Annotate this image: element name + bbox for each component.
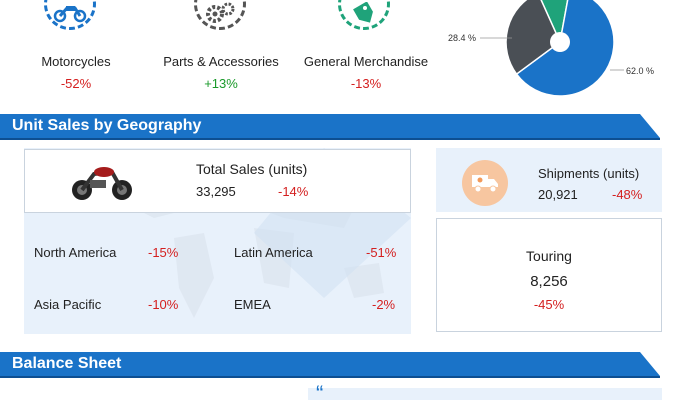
balance-banner-shadow <box>0 376 660 378</box>
quote-mark: “ <box>316 381 324 400</box>
motorcycle-photo-icon <box>72 167 132 200</box>
segment-change-motorcycles: -52% <box>60 76 92 91</box>
touring-change: -45% <box>533 297 565 312</box>
region-change-latin-america: -51% <box>366 245 397 260</box>
quote-panel <box>308 388 662 400</box>
segment-change-parts: +13% <box>204 76 238 91</box>
touring-value: 8,256 <box>530 273 568 290</box>
region-change-asia-pacific: -10% <box>148 297 179 312</box>
delivery-truck-icon <box>472 175 498 193</box>
pie-label-left: 28.4 % <box>448 33 476 43</box>
shipments-label: Shipments (units) <box>538 166 640 181</box>
pie-label-right: 62.0 % <box>626 66 654 76</box>
segment-pie-chart: 28.4 % 62.0 % <box>448 0 654 97</box>
price-tag-icon <box>353 2 373 23</box>
balance-banner: Balance Sheet <box>0 352 660 376</box>
gears-icon <box>206 2 235 23</box>
region-name-emea: EMEA <box>234 297 271 312</box>
geography-banner-shadow <box>0 138 660 140</box>
shipments-change: -48% <box>612 187 643 202</box>
motorcycle-icon <box>53 6 87 23</box>
gears-icon-circle <box>194 0 246 30</box>
total-sales-value: 33,295 <box>196 184 236 199</box>
region-name-latin-america: Latin America <box>234 245 313 260</box>
region-change-emea: -2% <box>372 297 396 312</box>
balance-title: Balance Sheet <box>12 355 122 372</box>
region-name-north-america: North America <box>34 245 117 260</box>
region-change-north-america: -15% <box>148 245 179 260</box>
segment-label-merchandise: General Merchandise <box>303 54 429 69</box>
touring-box <box>436 218 662 332</box>
segment-change-merchandise: -13% <box>350 76 382 91</box>
pie-slice-2 <box>540 0 569 45</box>
motorcycle-icon-circle <box>44 0 96 30</box>
shipments-value: 20,921 <box>538 187 578 202</box>
touring-label: Touring <box>526 248 572 264</box>
geography-title: Unit Sales by Geography <box>12 117 202 134</box>
total-sales-label: Total Sales (units) <box>196 161 308 177</box>
total-sales-change: -14% <box>278 184 309 199</box>
pie-slice-1 <box>505 0 561 76</box>
segment-label-parts: Parts & Accessories <box>163 54 279 69</box>
segment-label-motorcycles: Motorcycles <box>41 54 111 69</box>
price-tag-icon-circle <box>338 0 390 30</box>
pie-center-hole <box>550 32 570 52</box>
region-name-asia-pacific: Asia Pacific <box>34 297 102 312</box>
geography-banner: Unit Sales by Geography <box>0 114 660 138</box>
